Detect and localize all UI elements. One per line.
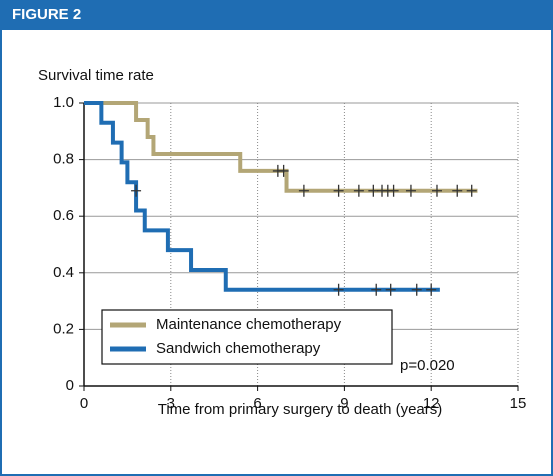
legend-label: Sandwich chemotherapy — [156, 340, 321, 357]
censor-mark — [452, 184, 463, 197]
censor-mark — [431, 184, 442, 197]
y-tick-label: 0.2 — [53, 320, 74, 337]
annotation: p=0.020 — [400, 357, 455, 374]
censor-mark — [385, 283, 396, 296]
x-axis-label: Time from primary surgery to death (year… — [158, 401, 443, 418]
figure-label: FIGURE 2 — [12, 6, 81, 23]
x-tick-label: 0 — [80, 395, 88, 412]
legend-label: Maintenance chemotherapy — [156, 316, 342, 333]
survival-curve — [84, 101, 478, 193]
x-tick-label: 6 — [253, 395, 261, 412]
censor-mark — [388, 184, 399, 197]
censor-mark — [333, 283, 344, 296]
censor-mark — [405, 184, 416, 197]
censor-mark — [371, 283, 382, 296]
x-tick-label: 12 — [423, 395, 440, 412]
censor-mark — [333, 184, 344, 197]
y-axis-label: Survival time rate — [38, 67, 154, 84]
y-tick-label: 0 — [66, 377, 74, 394]
censor-mark — [411, 283, 422, 296]
censor-mark — [368, 184, 379, 197]
x-tick-label: 9 — [340, 395, 348, 412]
x-tick-label: 15 — [510, 395, 527, 412]
y-tick-label: 0.6 — [53, 207, 74, 224]
legend-box — [101, 309, 393, 365]
y-tick-label: 0.4 — [53, 264, 74, 281]
censor-mark — [426, 283, 437, 296]
censor-mark — [278, 164, 289, 177]
y-tick-label: 0.8 — [53, 151, 74, 168]
censor-mark — [298, 184, 309, 197]
y-tick-label: 1.0 — [53, 94, 74, 111]
censor-mark — [353, 184, 364, 197]
x-tick-label: 3 — [167, 395, 175, 412]
header-bar — [0, 0, 553, 30]
censor-mark — [131, 184, 142, 197]
censor-mark — [466, 184, 477, 197]
